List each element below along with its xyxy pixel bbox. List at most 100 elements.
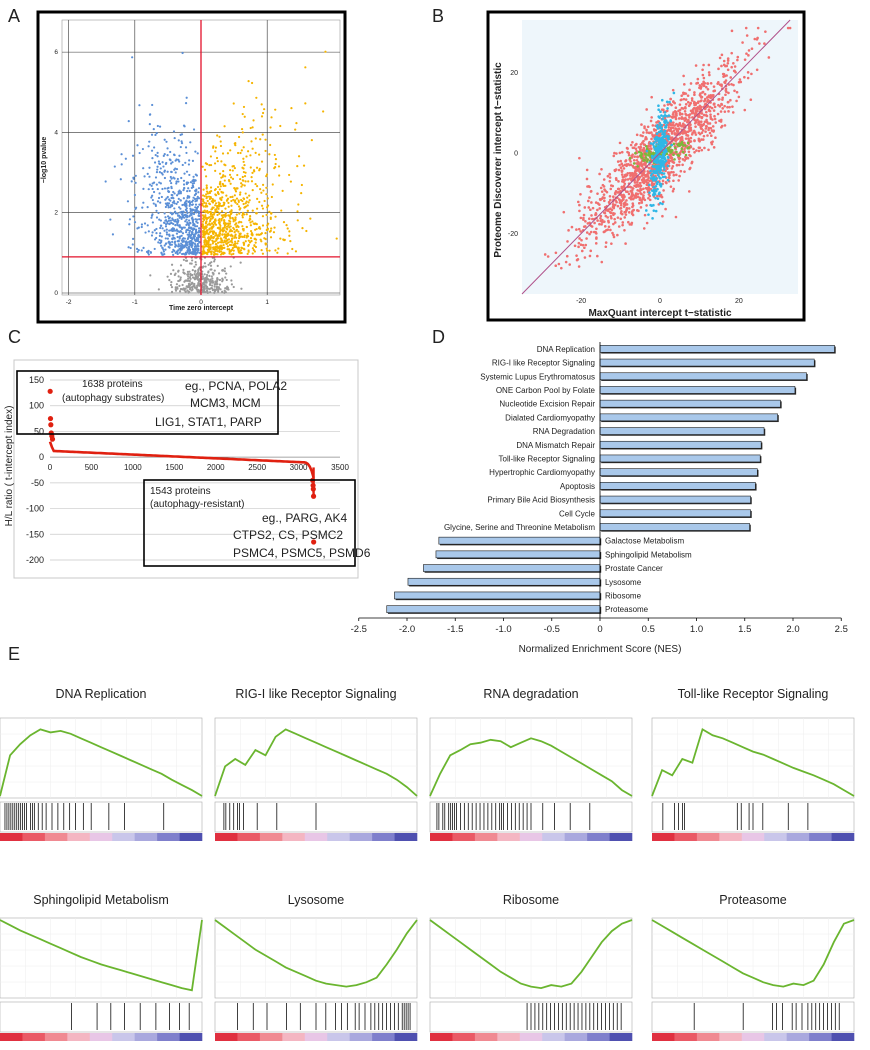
data-point: [166, 215, 170, 218]
data-point: [644, 163, 647, 167]
data-point: [600, 167, 603, 171]
gsea-rank-gradient: [327, 833, 350, 841]
data-point: [210, 268, 213, 271]
data-point: [295, 122, 298, 125]
data-point: [166, 237, 169, 240]
data-point: [578, 209, 581, 213]
data-point: [667, 158, 670, 162]
data-point: [221, 269, 224, 272]
data-point: [598, 172, 601, 176]
data-point: [701, 129, 705, 132]
data-point: [767, 56, 771, 59]
data-point: [217, 272, 221, 275]
data-point: [683, 170, 686, 173]
data-point: [164, 242, 168, 245]
data-point: [245, 155, 248, 158]
data-point: [684, 153, 688, 157]
data-point: [237, 200, 240, 203]
gsea-es-curve: [0, 728, 203, 797]
data-point: [151, 221, 154, 224]
data-point: [603, 225, 607, 228]
data-point: [191, 182, 194, 185]
data-point: [177, 245, 180, 248]
data-point: [258, 233, 261, 236]
data-point: [181, 203, 184, 207]
data-point: [225, 225, 229, 228]
data-point: [147, 249, 150, 252]
data-point: [580, 238, 583, 242]
bar-label: Dialated Cardiomyopathy: [505, 413, 595, 422]
data-point: [261, 207, 265, 210]
data-point: [233, 142, 236, 145]
data-point: [608, 173, 612, 176]
data-point: [185, 170, 189, 173]
data-point: [210, 211, 213, 214]
y-tick-label: 0: [54, 290, 58, 297]
panel-label-c: C: [8, 327, 21, 347]
data-point: [157, 241, 160, 244]
gsea-rank-gradient: [215, 1033, 238, 1041]
data-point: [616, 160, 620, 163]
data-point: [208, 202, 211, 205]
data-point: [154, 203, 157, 206]
data-point: [202, 287, 205, 290]
gsea-rank-gradient: [564, 1033, 588, 1041]
data-point: [224, 235, 227, 239]
data-point: [701, 91, 704, 94]
data-point: [174, 229, 178, 232]
data-point: [224, 230, 228, 234]
data-point: [260, 240, 263, 243]
data-point: [245, 213, 248, 216]
data-point: [170, 170, 173, 174]
data-point: [49, 436, 56, 442]
data-point: [686, 141, 690, 145]
data-point: [186, 249, 189, 252]
data-point: [188, 196, 191, 199]
data-point: [706, 82, 709, 85]
data-point: [289, 180, 292, 183]
data-point: [675, 122, 678, 126]
data-point: [176, 224, 179, 227]
data-point: [161, 161, 164, 164]
data-point: [664, 207, 667, 211]
data-point: [216, 250, 219, 253]
data-point: [637, 177, 641, 181]
data-point: [194, 263, 198, 266]
data-point: [231, 177, 235, 180]
data-point: [240, 185, 243, 188]
data-point: [237, 205, 241, 208]
data-point: [644, 156, 648, 159]
data-point: [141, 206, 144, 209]
data-point: [692, 130, 696, 133]
data-point: [237, 248, 240, 251]
bar-label: Sphingolipid Metabolism: [605, 550, 692, 559]
data-point: [631, 153, 634, 156]
data-point: [658, 191, 661, 195]
data-point: [211, 279, 214, 282]
panel-d-xlabel: Normalized Enrichment Score (NES): [519, 644, 682, 655]
data-point: [624, 159, 628, 162]
data-point: [172, 130, 176, 133]
bar-label: Toll-like Receptor Signaling: [499, 454, 596, 463]
gsea-rank-gradient: [809, 833, 832, 841]
data-point: [166, 147, 169, 150]
data-point: [578, 237, 581, 240]
data-point: [188, 189, 191, 192]
data-point: [189, 141, 192, 144]
data-point: [155, 236, 158, 240]
data-point: [191, 221, 195, 224]
data-point: [201, 230, 205, 233]
data-point: [202, 265, 205, 268]
data-point: [119, 178, 122, 181]
data-point: [158, 238, 161, 242]
data-point: [230, 283, 233, 286]
data-point: [669, 153, 673, 156]
data-point: [190, 289, 193, 292]
data-point: [131, 237, 135, 240]
data-point: [659, 158, 663, 162]
data-point: [612, 154, 616, 158]
data-point: [198, 241, 201, 244]
data-point: [265, 175, 268, 178]
data-point: [153, 229, 156, 232]
data-point: [234, 240, 237, 243]
